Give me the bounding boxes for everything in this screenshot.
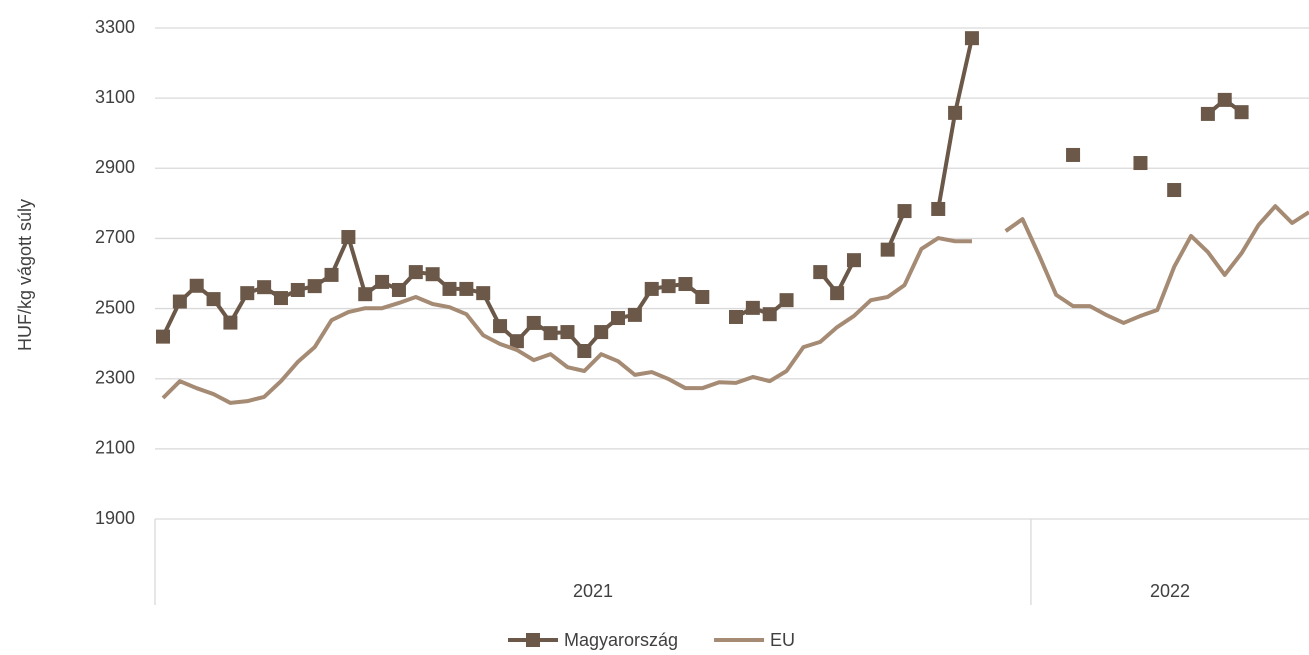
y-tick-label: 2900 (95, 157, 135, 177)
point-marker (560, 325, 575, 340)
point-marker (290, 282, 305, 297)
y-tick-label: 2500 (95, 297, 135, 317)
y-tick-label: 2100 (95, 438, 135, 458)
point-marker (273, 291, 288, 306)
point-marker (408, 265, 423, 280)
point-marker (493, 319, 508, 334)
point-marker (627, 307, 642, 322)
y-tick-label: 2300 (95, 367, 135, 387)
point-marker (1200, 106, 1215, 121)
y-tick-label: 1900 (95, 508, 135, 528)
point-marker (257, 280, 272, 295)
point-marker (1167, 183, 1182, 198)
point-marker (729, 309, 743, 324)
point-marker (695, 289, 710, 304)
series-line (161, 37, 1243, 354)
point-marker (661, 279, 676, 294)
x-group-label: 2021 (573, 581, 613, 601)
point-marker (189, 278, 204, 293)
point-marker (358, 287, 373, 302)
point-marker (611, 311, 626, 326)
point-marker (813, 265, 828, 280)
x-group-label: 2022 (1150, 581, 1190, 601)
point-marker (206, 292, 221, 307)
point-marker (577, 344, 592, 359)
point-marker (324, 267, 339, 282)
point-marker (644, 281, 659, 296)
point-marker (678, 277, 693, 292)
point-marker (341, 230, 356, 245)
legend-label: EU (770, 630, 795, 650)
point-marker (307, 279, 322, 294)
point-marker (762, 307, 777, 322)
y-tick-label: 3100 (95, 87, 135, 107)
point-marker (964, 31, 979, 46)
legend-label: Magyarország (564, 630, 678, 650)
point-marker (846, 253, 861, 268)
point-marker (543, 326, 558, 341)
point-marker (223, 315, 238, 330)
point-marker (526, 315, 541, 330)
point-marker (476, 286, 491, 301)
point-marker (240, 286, 255, 301)
point-marker (391, 282, 406, 297)
point-marker (459, 281, 474, 296)
point-marker (897, 204, 912, 219)
point-marker (425, 267, 440, 282)
point-marker (931, 201, 946, 216)
point-marker (1234, 105, 1249, 120)
point-marker (830, 286, 845, 301)
y-tick-label: 3300 (95, 17, 135, 37)
legend-marker (526, 633, 540, 647)
point-marker (948, 105, 963, 120)
point-marker (1133, 156, 1148, 171)
y-axis-label: HUF/kg vágott súly (15, 199, 35, 351)
point-marker (442, 281, 457, 296)
point-marker (779, 293, 794, 308)
point-marker (1066, 147, 1081, 162)
point-marker (509, 334, 524, 349)
point-marker (375, 274, 390, 289)
point-marker (172, 294, 187, 309)
point-marker (156, 329, 170, 344)
point-marker (594, 325, 609, 340)
point-marker (1217, 92, 1232, 107)
series-line (161, 204, 1309, 405)
point-marker (745, 300, 760, 315)
point-marker (880, 242, 895, 257)
y-tick-label: 2700 (95, 227, 135, 247)
